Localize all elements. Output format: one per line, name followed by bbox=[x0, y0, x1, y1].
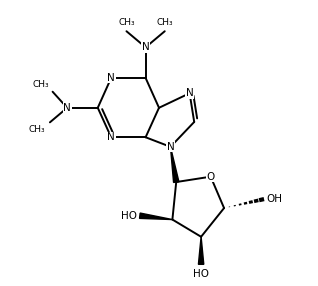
Text: CH₃: CH₃ bbox=[32, 80, 49, 89]
Text: HO: HO bbox=[121, 211, 137, 221]
Text: N: N bbox=[63, 103, 71, 113]
Text: N: N bbox=[186, 88, 193, 98]
Text: O: O bbox=[207, 172, 215, 182]
Text: N: N bbox=[107, 73, 115, 83]
Text: CH₃: CH₃ bbox=[118, 18, 135, 27]
Polygon shape bbox=[140, 213, 172, 220]
Polygon shape bbox=[198, 237, 204, 264]
Text: N: N bbox=[142, 42, 149, 52]
Text: N: N bbox=[167, 142, 174, 152]
Text: CH₃: CH₃ bbox=[29, 125, 45, 134]
Text: CH₃: CH₃ bbox=[156, 18, 173, 27]
Text: N: N bbox=[107, 132, 115, 142]
Text: HO: HO bbox=[193, 269, 209, 279]
Polygon shape bbox=[170, 147, 179, 182]
Text: OH: OH bbox=[266, 194, 282, 204]
